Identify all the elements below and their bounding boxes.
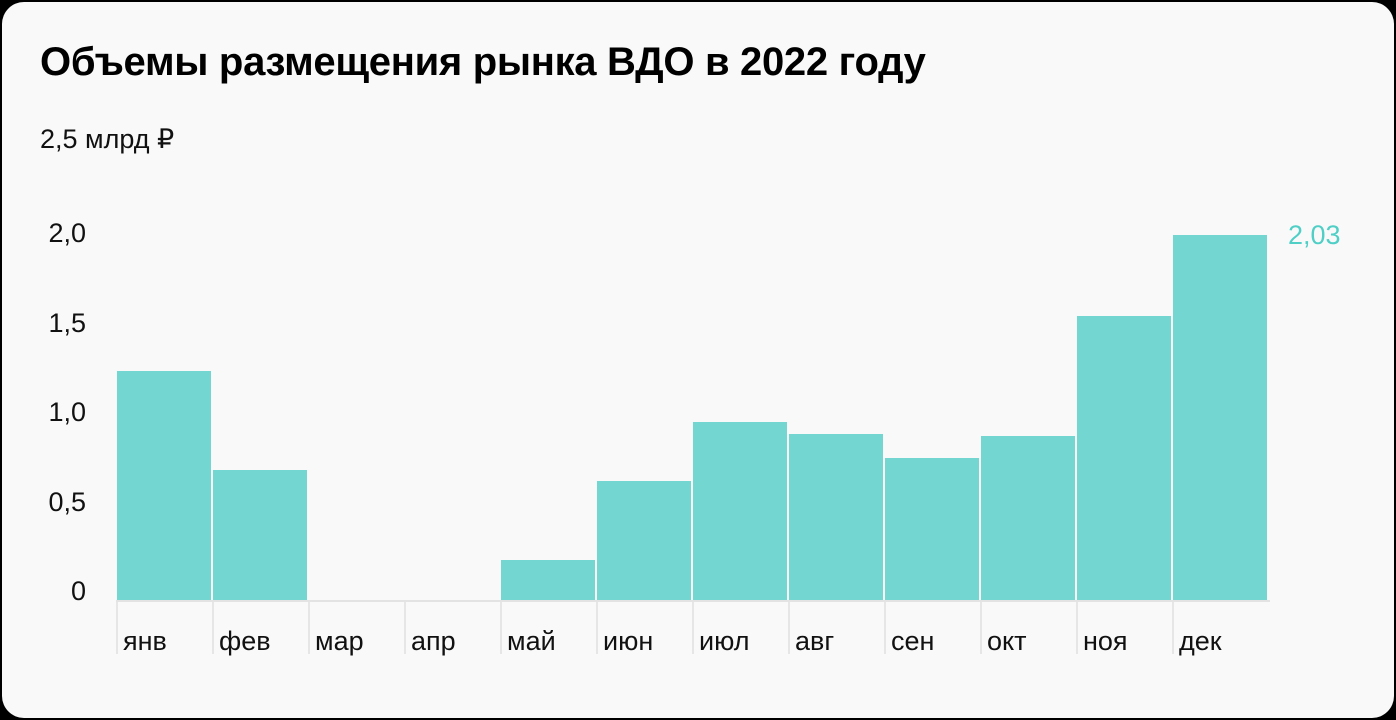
x-tick-separator [1076, 602, 1078, 654]
x-tick-label: июн [603, 626, 654, 656]
bar-5 [597, 481, 691, 600]
x-tick-separator [980, 602, 982, 654]
y-tick-0: 0 [70, 576, 86, 606]
bar-8 [885, 458, 979, 600]
x-tick-separator [500, 602, 502, 654]
chart-title: Объемы размещения рынка ВДО в 2022 году [40, 40, 926, 84]
x-tick-label: дек [1179, 626, 1222, 656]
x-tick-separator [404, 602, 406, 654]
x-tick-label: авг [795, 626, 835, 656]
x-tick-separator [788, 602, 790, 654]
x-tick-label: окт [987, 626, 1027, 656]
bar-11 [1173, 235, 1267, 600]
bar-9 [981, 436, 1075, 600]
bar-4 [501, 560, 595, 600]
x-tick-label: сен [891, 626, 935, 656]
y-tick-0-5: 0,5 [48, 487, 86, 517]
x-tick-label: июл [699, 626, 750, 656]
y-tick-1-5: 1,5 [48, 308, 86, 338]
dec-value-label: 2,03 [1288, 220, 1341, 250]
x-tick-label: мар [315, 626, 364, 656]
x-tick-label: апр [411, 626, 456, 656]
x-tick-separator [212, 602, 214, 654]
y-tick-1-0: 1,0 [48, 397, 86, 427]
bar-7 [789, 434, 883, 600]
x-tick-label: май [507, 626, 556, 656]
x-axis-baseline [116, 600, 1270, 602]
bar-10 [1077, 316, 1171, 600]
x-tick-separator [1172, 602, 1174, 654]
y-axis-unit-label: 2,5 млрд ₽ [40, 124, 175, 154]
bar-1 [213, 470, 307, 600]
x-tick-label: янв [123, 626, 167, 656]
x-tick-separator [884, 602, 886, 654]
y-tick-2-0: 2,0 [48, 218, 86, 248]
x-tick-separator [692, 602, 694, 654]
x-tick-separator [116, 602, 118, 654]
x-tick-separator [596, 602, 598, 654]
x-tick-label: ноя [1083, 626, 1128, 656]
x-tick-separator [308, 602, 310, 654]
x-tick-label: фев [219, 626, 271, 656]
bar-0 [117, 371, 211, 600]
bar-6 [693, 422, 787, 600]
